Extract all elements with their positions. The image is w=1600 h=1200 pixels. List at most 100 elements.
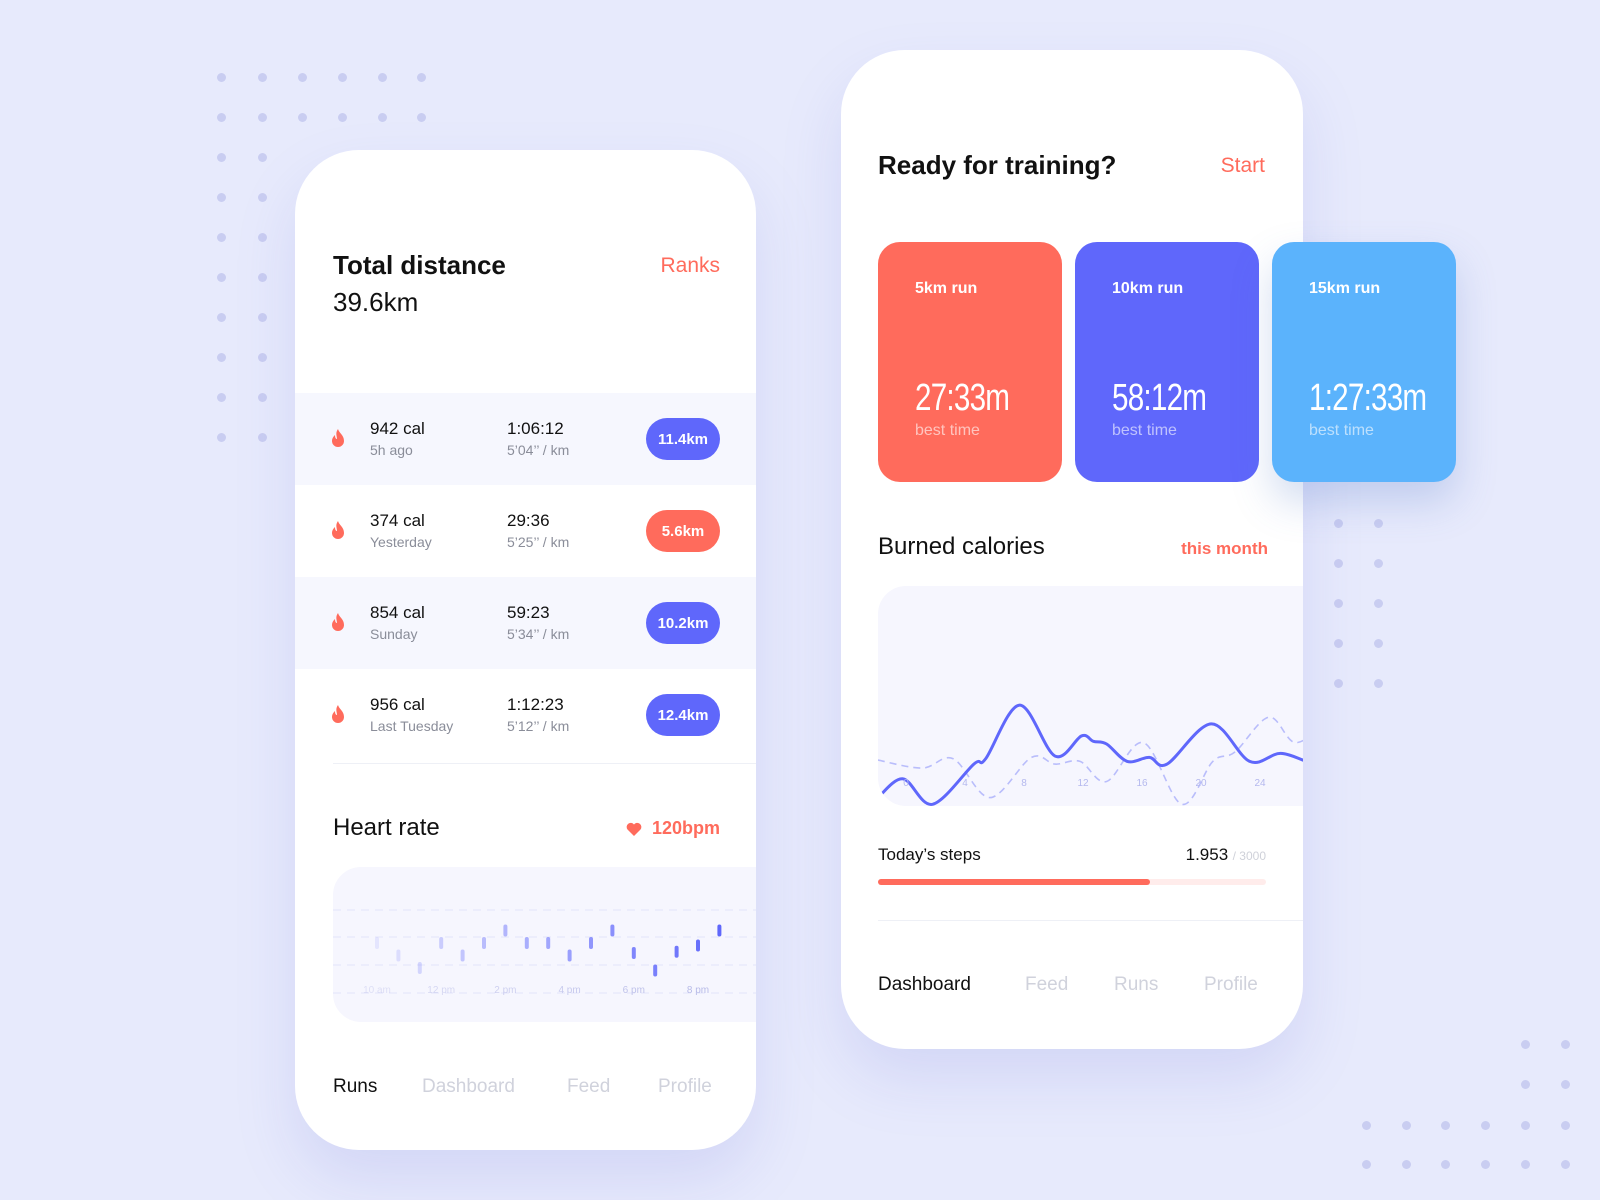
x-tick-label: 2 pm bbox=[494, 985, 516, 996]
decor-dot bbox=[338, 73, 347, 82]
nav-tab-profile[interactable]: Profile bbox=[1204, 974, 1258, 995]
distance-badge[interactable]: 10.2km bbox=[646, 602, 720, 644]
run-time-col: 29:36 5’25’’ / km bbox=[507, 511, 569, 550]
best-time-card[interactable]: 5km run 27:33m best time bbox=[878, 242, 1062, 482]
nav-tab-feed[interactable]: Feed bbox=[1025, 974, 1069, 995]
dashboard-phone-screen: Ready for training? Start 5km run 27:33m b… bbox=[841, 50, 1456, 1049]
run-pace: 5’25’’ / km bbox=[507, 534, 570, 550]
decor-dot bbox=[258, 393, 267, 402]
decor-dot bbox=[217, 233, 226, 242]
run-row[interactable]: 854 cal Sunday 59:23 5’34’’ / km 10.2km bbox=[295, 577, 756, 669]
run-time-col: 1:06:12 5’04’’ / km bbox=[507, 419, 569, 458]
run-row[interactable]: 942 cal 5h ago 1:06:12 5’04’’ / km 11.4km bbox=[295, 393, 756, 485]
best-time-card[interactable]: 15km run 1:27:33m best time bbox=[1272, 242, 1456, 482]
decor-dot bbox=[417, 73, 426, 82]
calories-series-solid bbox=[878, 703, 1303, 806]
flame-icon bbox=[332, 705, 344, 723]
nav-tab-runs[interactable]: Runs bbox=[333, 1076, 378, 1097]
run-calories: 374 cal bbox=[370, 511, 425, 530]
nav-tab-runs[interactable]: Runs bbox=[1114, 974, 1159, 995]
decor-dot bbox=[1521, 1121, 1530, 1130]
run-calories: 956 cal bbox=[370, 695, 425, 714]
distance-badge[interactable]: 12.4km bbox=[646, 694, 720, 736]
run-row[interactable]: 956 cal Last Tuesday 1:12:23 5’12’’ / km 1… bbox=[295, 669, 756, 761]
decor-dot bbox=[217, 273, 226, 282]
decor-dot bbox=[378, 113, 387, 122]
decor-dot bbox=[258, 353, 267, 362]
x-tick-label: 10 am bbox=[363, 985, 391, 996]
decor-dot bbox=[1374, 679, 1383, 688]
nav-tab-dashboard[interactable]: Dashboard bbox=[422, 1076, 515, 1097]
heart-rate-bar bbox=[396, 949, 401, 962]
run-time-col: 1:12:23 5’12’’ / km bbox=[507, 695, 569, 734]
heart-rate-bar bbox=[375, 937, 379, 949]
decor-dot bbox=[1334, 639, 1343, 648]
heart-rate-readout: 120bpm bbox=[626, 818, 720, 839]
decor-dot bbox=[1561, 1080, 1570, 1089]
decor-dot bbox=[1481, 1160, 1490, 1169]
card-label: 5km run bbox=[915, 280, 978, 297]
heart-rate-bar bbox=[482, 937, 486, 949]
x-tick-label: 6 pm bbox=[623, 985, 645, 996]
decor-dot bbox=[1374, 519, 1383, 528]
period-selector[interactable]: this month bbox=[1181, 539, 1268, 558]
run-when: Last Tuesday bbox=[370, 718, 454, 734]
heart-rate-bar bbox=[717, 924, 722, 937]
total-distance-value: 39.6km bbox=[333, 287, 419, 317]
training-title: Ready for training? bbox=[878, 150, 1117, 180]
x-tick-label: 4 bbox=[962, 778, 968, 789]
decor-dot bbox=[258, 433, 267, 442]
run-row[interactable]: 374 cal Yesterday 29:36 5’25’’ / km 5.6km bbox=[295, 485, 756, 577]
card-label: 15km run bbox=[1309, 280, 1381, 297]
decor-dot bbox=[217, 353, 226, 362]
run-time: 29:36 bbox=[507, 511, 550, 530]
heart-rate-bar bbox=[567, 949, 572, 962]
card-subtitle: best time bbox=[1112, 422, 1177, 439]
heart-rate-chart-svg: 10 am 12 pm 2 pm 4 pm 6 pm 8 pm bbox=[333, 909, 756, 996]
heart-rate-bar bbox=[460, 949, 465, 962]
x-tick-label: 24 bbox=[1254, 778, 1266, 789]
run-when: Yesterday bbox=[370, 534, 432, 550]
nav-tab-dashboard[interactable]: Dashboard bbox=[878, 974, 971, 995]
decor-dot bbox=[417, 113, 426, 122]
steps-progress-fill bbox=[878, 879, 1150, 885]
run-time-col: 59:23 5’34’’ / km bbox=[507, 603, 569, 642]
steps-readout: 1.953 / 3000 bbox=[1186, 845, 1266, 865]
decor-dot bbox=[258, 313, 267, 322]
steps-label: Today’s steps bbox=[878, 845, 981, 864]
start-link[interactable]: Start bbox=[1220, 154, 1265, 177]
distance-badge[interactable]: 11.4km bbox=[646, 418, 720, 460]
heart-rate-bar bbox=[589, 937, 593, 949]
run-calories-col: 374 cal Yesterday bbox=[370, 511, 432, 550]
run-time: 1:06:12 bbox=[507, 419, 564, 438]
decor-dot bbox=[1441, 1121, 1450, 1130]
heart-rate-bar bbox=[631, 947, 636, 959]
run-time: 1:12:23 bbox=[507, 695, 564, 714]
distance-badge[interactable]: 5.6km bbox=[646, 510, 720, 552]
best-time-card[interactable]: 10km run 58:12m best time bbox=[1075, 242, 1259, 482]
decor-dot bbox=[338, 113, 347, 122]
heart-rate-title: Heart rate bbox=[333, 814, 440, 841]
calories-series-dashed bbox=[878, 716, 1303, 806]
x-tick-label: 12 pm bbox=[427, 985, 455, 996]
decor-dot bbox=[1561, 1040, 1570, 1049]
x-tick-label: 0 bbox=[903, 778, 909, 789]
calories-chart: 0 4 8 12 16 20 24 bbox=[878, 586, 1303, 806]
card-time: 27:33m bbox=[915, 377, 1010, 419]
nav-tab-profile[interactable]: Profile bbox=[658, 1076, 712, 1097]
steps-goal: / 3000 bbox=[1232, 849, 1266, 863]
nav-tab-feed[interactable]: Feed bbox=[567, 1076, 611, 1097]
decor-dot bbox=[1334, 559, 1343, 568]
flame-icon bbox=[332, 429, 344, 447]
decor-dot bbox=[217, 193, 226, 202]
total-distance-title: Total distance bbox=[333, 250, 506, 280]
divider bbox=[878, 920, 1303, 921]
heart-rate-bar bbox=[674, 945, 679, 958]
run-pace: 5’34’’ / km bbox=[507, 626, 570, 642]
heart-rate-bar bbox=[610, 924, 615, 937]
decor-dot bbox=[1521, 1160, 1530, 1169]
ranks-link[interactable]: Ranks bbox=[660, 254, 720, 277]
run-when: Sunday bbox=[370, 626, 418, 642]
decor-dot bbox=[1521, 1080, 1530, 1089]
decor-dot bbox=[1374, 559, 1383, 568]
